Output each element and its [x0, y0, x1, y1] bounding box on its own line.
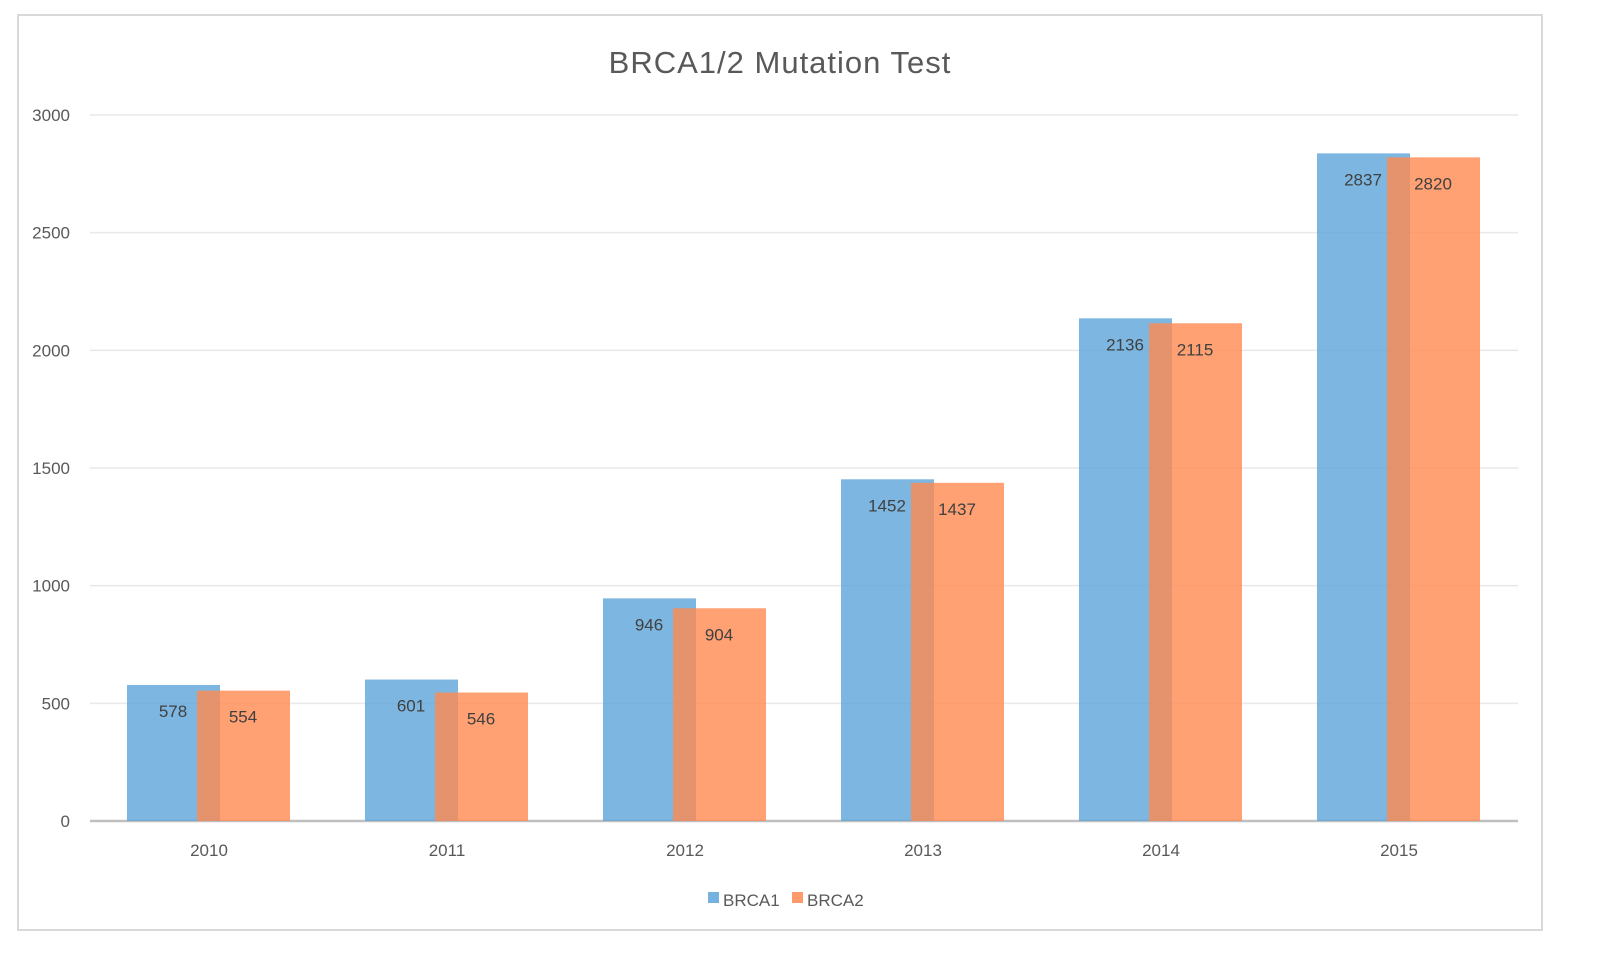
legend-item-brca1: BRCA1 — [708, 891, 780, 910]
data-label-brca1-2014: 2136 — [1106, 335, 1144, 354]
y-tick-label: 500 — [42, 694, 70, 713]
data-label-brca2-2015: 2820 — [1414, 174, 1452, 193]
x-axis: 2010 2011 2012 2013 2014 2015 — [190, 841, 1418, 860]
bar-brca2-2015 — [1387, 157, 1480, 822]
y-tick-label: 3000 — [32, 106, 70, 125]
y-tick-label: 2500 — [32, 224, 70, 243]
data-label-brca1-2015: 2837 — [1344, 170, 1382, 189]
y-tick-label: 2000 — [32, 341, 70, 360]
data-labels: 578 554 601 546 946 904 1452 1437 2136 2115 2837 28… — [159, 170, 1452, 728]
bar-brca2-2012 — [673, 608, 766, 821]
bar-brca2-2014 — [1149, 323, 1242, 821]
data-label-brca1-2011: 601 — [397, 697, 425, 716]
bar-brca2-2013 — [911, 482, 1004, 821]
legend-swatch — [708, 892, 719, 903]
bar-brca2-2010 — [197, 690, 290, 821]
x-tick-label: 2011 — [429, 841, 466, 860]
legend-item-brca2: BRCA2 — [792, 891, 864, 910]
x-tick-label: 2012 — [666, 841, 704, 860]
gridlines — [90, 114, 1518, 705]
legend-swatch — [792, 892, 803, 903]
data-label-brca1-2010: 578 — [159, 702, 187, 721]
chart-title: BRCA1/2 Mutation Test — [609, 45, 952, 80]
y-tick-label: 0 — [61, 812, 70, 831]
x-tick-label: 2010 — [190, 841, 228, 860]
x-tick-label: 2013 — [904, 841, 942, 860]
legend-label: BRCA2 — [807, 891, 864, 910]
bar-brca2-2011 — [435, 692, 528, 821]
data-label-brca2-2012: 904 — [705, 625, 733, 644]
bars — [127, 153, 1480, 822]
data-label-brca1-2013: 1452 — [868, 496, 906, 515]
data-label-brca2-2011: 546 — [467, 710, 495, 729]
y-axis: 0 500 1000 1500 2000 2500 3000 — [32, 106, 1518, 831]
data-label-brca2-2013: 1437 — [938, 500, 976, 519]
data-label-brca2-2010: 554 — [229, 708, 257, 727]
y-tick-label: 1500 — [32, 459, 70, 478]
legend: BRCA1 BRCA2 — [708, 891, 864, 910]
legend-label: BRCA1 — [723, 891, 780, 910]
x-tick-label: 2015 — [1380, 841, 1418, 860]
y-tick-label: 1000 — [32, 577, 70, 596]
data-label-brca2-2014: 2115 — [1177, 340, 1214, 359]
x-tick-label: 2014 — [1142, 841, 1180, 860]
data-label-brca1-2012: 946 — [635, 615, 663, 634]
